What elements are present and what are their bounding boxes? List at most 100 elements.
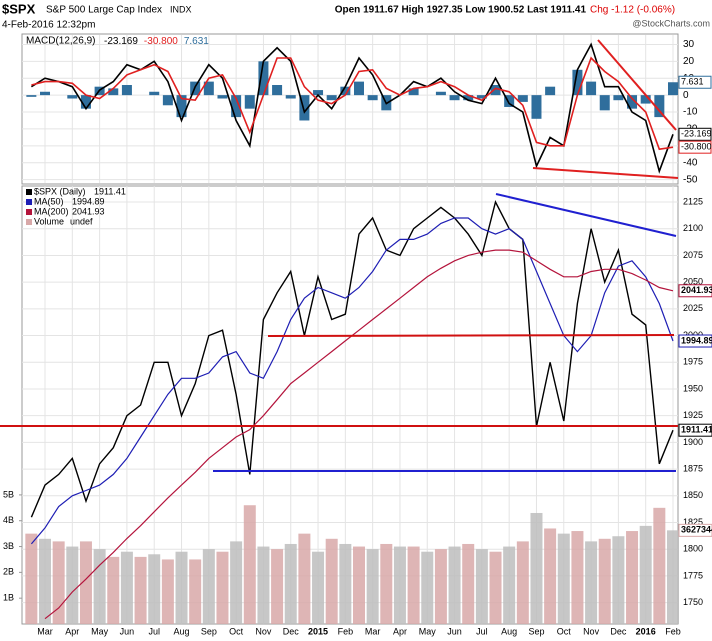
moving-average: [30, 217, 674, 545]
value-tag-label: 2041.93: [681, 285, 712, 295]
y-tick-label: 1975: [683, 357, 703, 367]
volume-bar: [462, 543, 475, 624]
y-tick-label: 1800: [683, 544, 703, 554]
volume-bar: [284, 543, 297, 624]
value-tag-label: 1911.41: [681, 425, 712, 435]
index-name: S&P 500 Large Cap Index: [46, 5, 162, 16]
trendlines: [0, 39, 679, 472]
volume-bar: [257, 546, 270, 624]
volume-bar: [448, 546, 461, 624]
y-tick-label: 2025: [683, 303, 703, 313]
volume-bar: [66, 546, 79, 624]
volume-bar: [312, 551, 325, 624]
histogram-bar: [667, 82, 678, 96]
volume-bar: [612, 536, 625, 624]
histogram-bar: [367, 95, 378, 101]
legend-label: $SPX (Daily): [34, 186, 86, 196]
x-tick-label: Aug: [501, 626, 517, 636]
value-tag: [678, 334, 712, 348]
volume-bar: [666, 530, 679, 624]
histogram-bar: [217, 95, 228, 99]
histogram-bar: [272, 85, 283, 96]
volume-bar: [380, 543, 393, 624]
y2-tick-label: 3B: [3, 541, 14, 551]
legend-swatch: [26, 209, 32, 215]
volume-bar: [216, 551, 229, 624]
histogram-bar: [231, 95, 242, 118]
x-tick-label: 2015: [308, 626, 328, 636]
x-tick-label: Jun: [120, 626, 135, 636]
x-tick-label: Jul: [148, 626, 160, 636]
volume-bar: [202, 549, 215, 624]
value-tag-label: 7.631: [681, 77, 704, 87]
histogram-bar: [340, 86, 351, 96]
y-tick-label: 2125: [683, 196, 703, 206]
legend-value: 7.631: [184, 36, 209, 47]
histogram-bar: [285, 95, 296, 99]
value-tag-label: -30.800: [681, 142, 712, 152]
y-tick-label: 0: [683, 90, 689, 101]
macd-line: [31, 56, 674, 151]
x-tick-label: May: [91, 626, 109, 636]
histogram-bar: [313, 90, 324, 96]
y2-tick-label: 4B: [3, 515, 14, 525]
histogram-bar: [40, 91, 51, 96]
volume-bar: [339, 543, 352, 624]
legend-value: -30.800: [144, 36, 178, 47]
x-tick-label: Jul: [476, 626, 488, 636]
x-tick-label: Oct: [557, 626, 572, 636]
volume-bar: [134, 556, 147, 624]
symbol: $SPX: [2, 1, 36, 16]
x-tick-label: Mar: [37, 626, 53, 636]
y-tick-label: 2075: [683, 250, 703, 260]
x-tick-label: Oct: [229, 626, 244, 636]
histogram-bar: [449, 95, 460, 101]
x-tick-label: Sep: [201, 626, 217, 636]
x-tick-label: Aug: [174, 626, 190, 636]
x-tick-label: Sep: [528, 626, 544, 636]
histogram-bar: [640, 95, 651, 104]
y-tick-label: 2100: [683, 223, 703, 233]
volume-bar: [557, 533, 570, 624]
histogram-bar: [545, 86, 556, 96]
volume-bar: [434, 549, 447, 624]
histogram-bar: [149, 91, 160, 96]
volume-bar: [148, 554, 161, 624]
histogram-bar: [326, 95, 337, 101]
legend-label: MA(200): [34, 206, 69, 216]
value-tag: [678, 140, 712, 154]
volume-bar: [352, 546, 365, 624]
x-tick-label: Apr: [65, 626, 79, 636]
histogram-bar: [435, 91, 446, 96]
price-line: [30, 200, 674, 518]
macd-line: [30, 42, 674, 174]
histogram-bar: [586, 81, 597, 96]
legend-label: Volume: [34, 216, 64, 226]
x-tick-label: Jun: [447, 626, 462, 636]
y-tick-label: 1925: [683, 410, 703, 420]
volume-bar: [243, 505, 256, 624]
volume-bar: [598, 538, 611, 624]
y-tick-label: 1825: [683, 517, 703, 527]
legend-swatch: [26, 189, 32, 195]
volume-bar: [120, 551, 133, 624]
histogram-bar: [26, 95, 37, 97]
volume-bar: [271, 549, 284, 624]
histogram-bar: [517, 95, 528, 102]
histogram-bar: [121, 85, 132, 96]
volume-bar: [25, 533, 38, 624]
legend-value: 1911.41: [94, 186, 126, 196]
value-tag-label: 1994.89: [681, 335, 712, 345]
volume-bar: [653, 507, 666, 624]
y-tick-label: 2050: [683, 277, 703, 287]
volume-bar: [52, 541, 65, 624]
value-tag: [678, 75, 712, 89]
histogram-bar: [299, 95, 310, 121]
quote: Open 1911.67 High 1927.35 Low 1900.52 La…: [335, 5, 587, 16]
y-tick-label: 1950: [683, 383, 703, 393]
legend-value: 2041.93: [72, 206, 105, 216]
y-tick-label: 30: [683, 39, 695, 50]
x-tick-label: 2016: [636, 626, 656, 636]
x-tick-label: May: [419, 626, 437, 636]
